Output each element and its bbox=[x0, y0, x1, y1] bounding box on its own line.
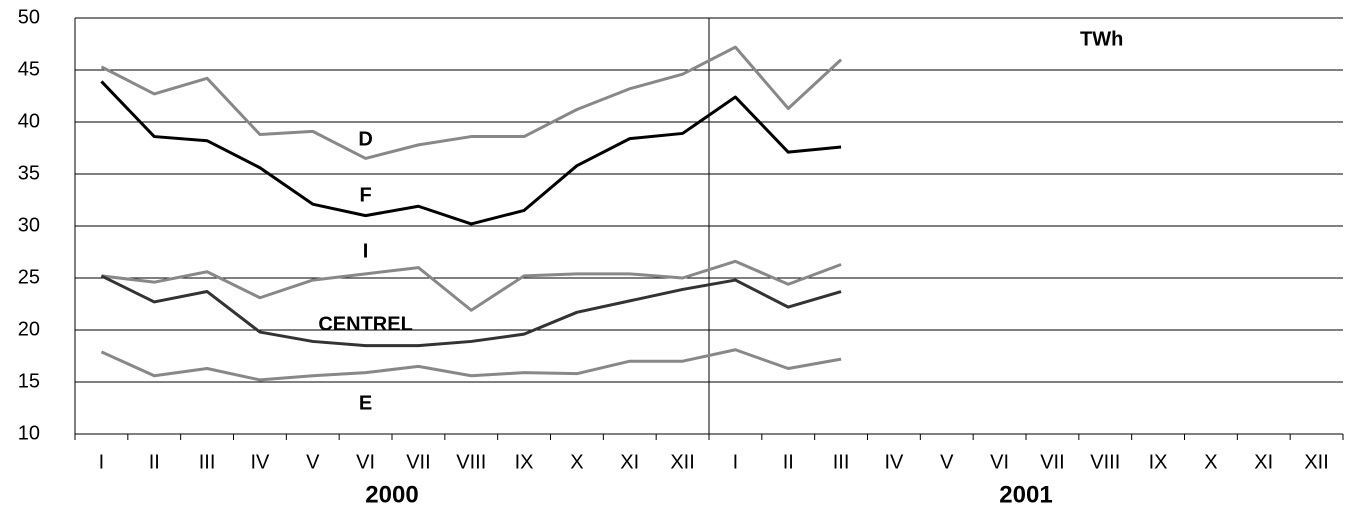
y-tick-label: 10 bbox=[18, 422, 40, 444]
series-line bbox=[100, 274, 842, 348]
x-tick-label: VII bbox=[1040, 451, 1064, 473]
y-tick-label: 35 bbox=[18, 162, 40, 184]
x-tick-label: XII bbox=[670, 451, 694, 473]
x-tick-label: IV bbox=[884, 451, 904, 473]
x-tick-label: VI bbox=[990, 451, 1009, 473]
unit-annotation: TWh bbox=[1080, 28, 1123, 50]
series-label: E bbox=[359, 392, 372, 414]
x-tick-label: XI bbox=[620, 451, 639, 473]
y-tick-label: 40 bbox=[18, 110, 40, 132]
x-tick-label: III bbox=[833, 451, 850, 473]
x-tick-label: VIII bbox=[1090, 451, 1120, 473]
x-tick-label: VIII bbox=[456, 451, 486, 473]
series-line bbox=[101, 259, 842, 312]
x-tick-label: I bbox=[99, 451, 105, 473]
x-tick-label: IX bbox=[1149, 451, 1168, 473]
y-tick-label: 15 bbox=[18, 370, 40, 392]
y-tick-label: 20 bbox=[18, 318, 40, 340]
x-tick-label: IV bbox=[250, 451, 270, 473]
y-tick-label: 45 bbox=[18, 58, 40, 80]
y-tick-label: 50 bbox=[18, 6, 40, 28]
x-tick-label: III bbox=[199, 451, 216, 473]
x-tick-label: V bbox=[940, 451, 954, 473]
y-tick-label: 25 bbox=[18, 266, 40, 288]
x-tick-label: II bbox=[149, 451, 160, 473]
series-label: CENTREL bbox=[318, 313, 412, 335]
x-tick-label: V bbox=[306, 451, 320, 473]
year-label: 2001 bbox=[999, 481, 1052, 508]
year-label: 2000 bbox=[365, 481, 418, 508]
series-line bbox=[100, 45, 843, 160]
series-line bbox=[100, 80, 842, 226]
x-tick-label: I bbox=[733, 451, 739, 473]
x-tick-label: XII bbox=[1304, 451, 1328, 473]
series-line bbox=[100, 348, 842, 382]
x-tick-label: VI bbox=[356, 451, 375, 473]
series-label: D bbox=[358, 128, 372, 150]
series-label: F bbox=[359, 184, 371, 206]
series-label: I bbox=[363, 240, 369, 262]
x-tick-label: II bbox=[783, 451, 794, 473]
x-tick-label: VII bbox=[406, 451, 430, 473]
x-tick-label: X bbox=[570, 451, 583, 473]
y-tick-label: 30 bbox=[18, 214, 40, 236]
x-tick-label: IX bbox=[515, 451, 534, 473]
x-tick-label: X bbox=[1204, 451, 1217, 473]
x-tick-label: XI bbox=[1254, 451, 1273, 473]
